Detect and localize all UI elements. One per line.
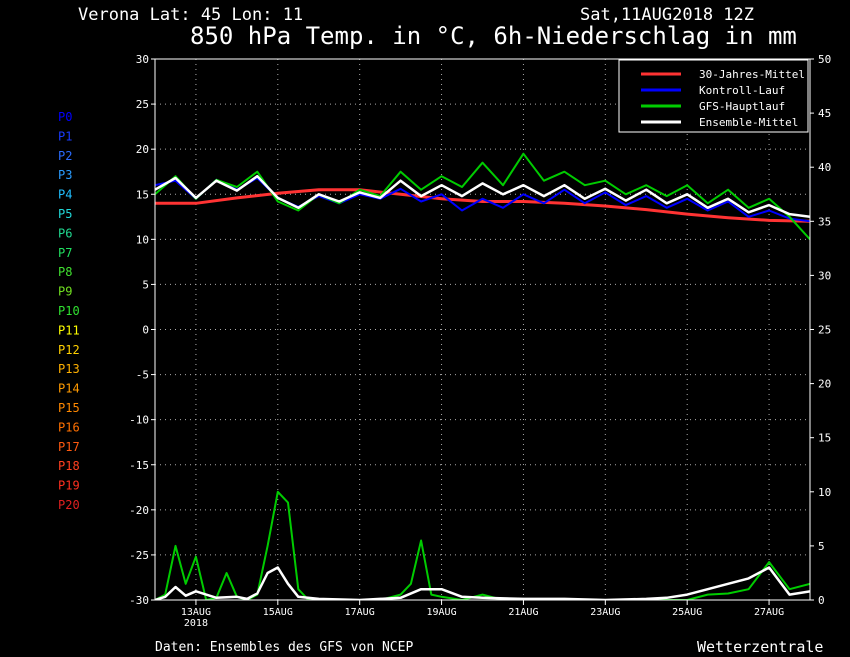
y-right-tick-label: 10 (818, 486, 831, 499)
series-gfs-hauptlauf-precipitation (155, 490, 810, 600)
y-left-tick-label: -20 (129, 504, 149, 517)
x-tick-label: 17AUG (345, 607, 375, 618)
member-label: P3 (58, 168, 72, 182)
y-left-tick-label: 0 (142, 324, 149, 337)
member-label: P4 (58, 188, 72, 202)
x-tick-label: 15AUG (263, 607, 293, 618)
member-label: P6 (58, 226, 72, 240)
x-tick-label: 13AUG (181, 607, 211, 618)
brand-label: Wetterzentrale (697, 638, 823, 656)
member-label: P20 (58, 498, 80, 512)
member-label: P8 (58, 265, 72, 279)
chart-title: 850 hPa Temp. in °C, 6h-Niederschlag in … (190, 22, 797, 50)
y-left-tick-label: -25 (129, 549, 149, 562)
x-tick-label: 25AUG (672, 607, 702, 618)
y-right-tick-label: 20 (818, 378, 831, 391)
y-left-tick-label: 20 (136, 143, 149, 156)
y-left-tick-label: 15 (136, 188, 149, 201)
y-left-tick-label: 30 (136, 53, 149, 66)
y-left-tick-label: -30 (129, 594, 149, 607)
member-label: P10 (58, 304, 80, 318)
member-label: P12 (58, 343, 80, 357)
y-left-tick-label: 5 (142, 278, 149, 291)
y-left-tick-label: 25 (136, 98, 149, 111)
legend-box (618, 59, 809, 133)
member-label: P0 (58, 110, 72, 124)
plot-area (155, 59, 810, 600)
x-tick-label: 21AUG (508, 607, 538, 618)
y-right-tick-label: 25 (818, 324, 831, 337)
location-label: Verona Lat: 45 Lon: 11 (78, 5, 303, 25)
y-right-tick-label: 50 (818, 53, 831, 66)
y-right-tick-label: 30 (818, 269, 831, 282)
member-label: P7 (58, 246, 72, 260)
y-left-tick-label: -15 (129, 459, 149, 472)
member-label: P14 (58, 382, 80, 396)
member-list: P0 P1 P2 P3 P4 P5 P6 P7 P8 P9 P10 P11 P12 P13 P14 P15 P1… (58, 110, 80, 512)
x-tick-sublabel: 2018 (184, 618, 208, 629)
y-left-tick-label: -10 (129, 414, 149, 427)
member-label: P19 (58, 479, 80, 493)
plot-frame (154, 58, 811, 601)
legend-label: GFS-Hauptlauf (699, 100, 785, 113)
member-label: P9 (58, 285, 72, 299)
series-ensemble-mittel-temperature (155, 174, 810, 219)
x-tick-label: 27AUG (754, 607, 784, 618)
y-left-tick-label: 10 (136, 233, 149, 246)
y-right-tick-label: 45 (818, 107, 831, 120)
y-right-tick-label: 40 (818, 161, 831, 174)
legend-label: 30-Jahres-Mittel (699, 68, 805, 81)
legend-label: Kontroll-Lauf (699, 84, 785, 97)
y-left-tick-label: -5 (136, 369, 149, 382)
member-label: P2 (58, 149, 72, 163)
member-label: P18 (58, 459, 80, 473)
y-right-tick-label: 35 (818, 215, 831, 228)
y-right-tick-label: 5 (818, 540, 825, 553)
x-tick-label: 19AUG (427, 607, 457, 618)
axes: 302520151050-5-10-15-20-25-3050454035302… (129, 53, 831, 629)
y-right-tick-label: 15 (818, 432, 831, 445)
x-tick-label: 23AUG (590, 607, 620, 618)
legend-label: Ensemble-Mittel (699, 116, 798, 129)
member-label: P1 (58, 129, 72, 143)
y-right-tick-label: 0 (818, 594, 825, 607)
member-label: P17 (58, 440, 80, 454)
series-ensemble-mittel-precipitation (155, 566, 810, 600)
member-label: P5 (58, 207, 72, 221)
member-label: P16 (58, 420, 80, 434)
member-label: P15 (58, 401, 80, 415)
member-label: P13 (58, 362, 80, 376)
datetime-label: Sat,11AUG2018 12Z (580, 5, 754, 25)
legend: 30-Jahres-Mittel Kontroll-Lauf GFS-Hauptla… (618, 59, 809, 133)
series-30-jahres-mittel-temperature (155, 188, 810, 223)
data-source-label: Daten: Ensembles des GFS von NCEP (155, 640, 413, 655)
member-label: P11 (58, 323, 80, 337)
